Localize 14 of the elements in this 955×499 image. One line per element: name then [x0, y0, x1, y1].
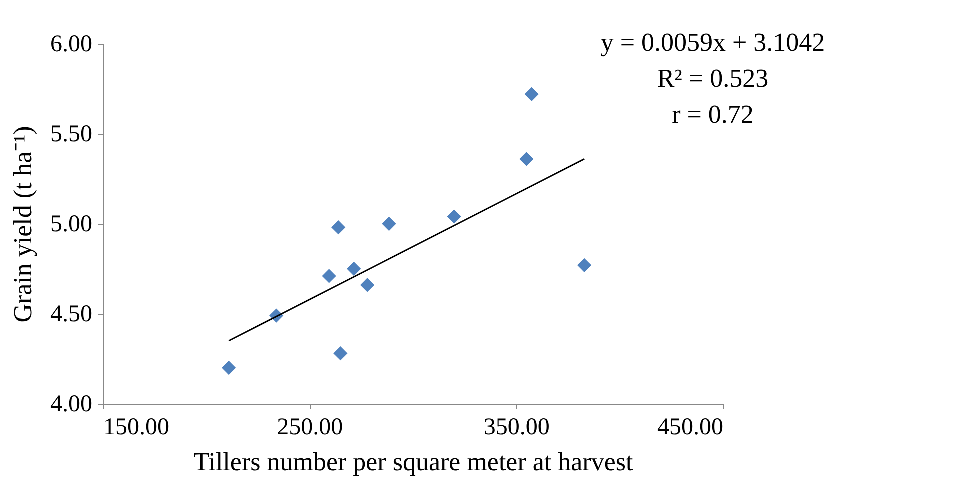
x-tick-label: 350.00	[484, 414, 550, 440]
x-tick-label: 450.00	[658, 414, 724, 440]
y-tick-label: 4.00	[50, 392, 92, 418]
y-tick-label: 6.00	[50, 32, 92, 58]
y-axis-title: Grain yield (t ha⁻¹)	[8, 126, 38, 323]
annotation: R² = 0.523	[657, 64, 769, 93]
y-tick-label: 4.50	[50, 302, 92, 328]
annotation: y = 0.0059x + 3.1042	[600, 28, 826, 57]
x-tick-label: 250.00	[277, 414, 344, 440]
x-axis-title: Tillers number per square meter at harvest	[194, 448, 634, 476]
annotation: r = 0.72	[672, 100, 754, 129]
y-tick-label: 5.50	[50, 122, 92, 148]
y-tick-label: 5.00	[50, 212, 92, 238]
x-tick-label: 150.00	[104, 414, 170, 440]
